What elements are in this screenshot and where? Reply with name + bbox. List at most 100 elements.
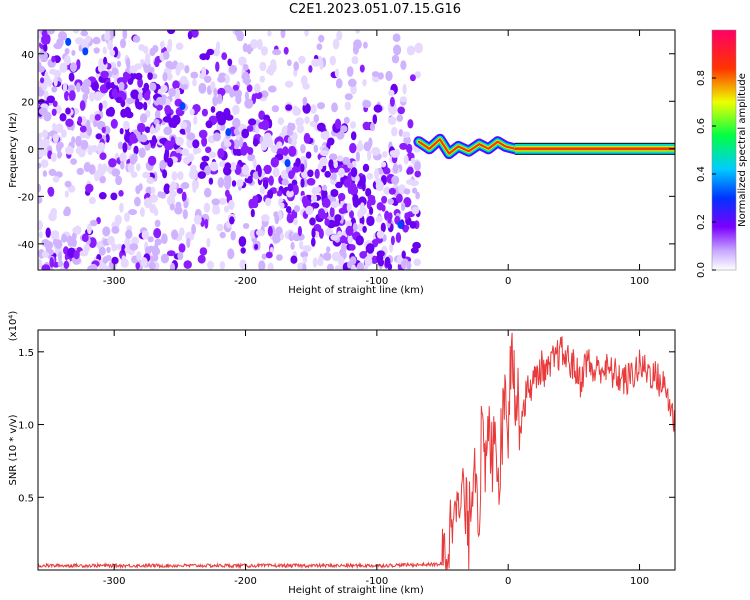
noise-speckle	[210, 106, 216, 113]
noise-speckle	[318, 34, 325, 43]
noise-speckle	[204, 187, 212, 198]
noise-speckle	[168, 87, 176, 97]
noise-speckle	[151, 247, 158, 257]
noise-speckle	[130, 89, 140, 100]
spectrogram-frame	[37, 29, 676, 271]
noise-speckle	[287, 183, 294, 192]
noise-speckle	[177, 171, 184, 181]
noise-speckle	[116, 243, 123, 251]
noise-speckle	[271, 105, 280, 113]
noise-speckle	[321, 197, 331, 209]
noise-speckle	[73, 250, 80, 260]
noise-speckle	[240, 263, 248, 270]
noise-speckle	[228, 199, 235, 210]
noise-speckle	[68, 72, 75, 82]
noise-speckle	[313, 144, 319, 153]
noise-speckle	[270, 157, 279, 168]
noise-speckle	[330, 189, 339, 197]
noise-speckle	[138, 183, 143, 191]
noise-speckle	[292, 107, 302, 116]
noise-speckle	[367, 149, 372, 161]
noise-speckle	[228, 64, 238, 74]
noise-speckle	[258, 121, 266, 130]
noise-speckle	[235, 94, 242, 105]
noise-speckle	[201, 66, 207, 78]
noise-speckle	[105, 108, 113, 117]
noise-speckle	[111, 256, 119, 265]
noise-speckle	[204, 165, 211, 176]
noise-speckle	[106, 246, 111, 254]
noise-speckle	[41, 251, 50, 258]
noise-speckle	[65, 107, 71, 115]
noise-speckle	[206, 237, 211, 248]
noise-speckle	[338, 207, 347, 214]
noise-speckle	[345, 225, 354, 236]
noise-speckle	[329, 55, 336, 66]
noise-speckle	[285, 104, 293, 111]
noise-speckle	[414, 71, 421, 79]
noise-speckle	[150, 186, 156, 194]
noise-speckle	[380, 222, 386, 233]
noise-speckle	[238, 236, 247, 247]
noise-speckle	[111, 67, 119, 76]
noise-speckle	[107, 40, 112, 50]
noise-speckle	[387, 198, 394, 205]
noise-speckle	[52, 122, 57, 131]
noise-speckle	[190, 30, 199, 38]
noise-speckle	[381, 204, 386, 212]
noise-speckle	[267, 30, 272, 37]
noise-speckle	[140, 257, 148, 268]
noise-speckle	[142, 171, 151, 179]
noise-speckle	[152, 45, 159, 53]
noise-speckle	[265, 251, 273, 259]
noise-speckle	[48, 168, 57, 177]
spectrogram-x-tick-label: -100	[366, 276, 389, 287]
noise-speckle	[387, 116, 397, 125]
noise-speckle	[288, 170, 295, 180]
spectrogram-y-tick-label: -40	[18, 240, 34, 251]
noise-speckle	[134, 72, 143, 80]
noise-speckle	[352, 222, 358, 232]
noise-speckle	[385, 70, 393, 82]
noise-speckle	[166, 72, 173, 81]
noise-speckle	[38, 30, 41, 41]
noise-speckle	[151, 137, 158, 145]
snr-x-tick-label: -300	[103, 576, 126, 587]
noise-speckle	[362, 100, 372, 109]
noise-speckle	[175, 148, 183, 155]
noise-speckle	[335, 78, 343, 89]
snr-x-tick-label: -200	[234, 576, 257, 587]
noise-speckle	[392, 33, 401, 42]
noise-speckle	[85, 183, 94, 193]
noise-speckle	[120, 160, 125, 170]
noise-speckle	[259, 61, 267, 72]
noise-speckle	[180, 121, 188, 129]
noise-speckle	[319, 59, 324, 70]
snr-x-tick-label: 0	[505, 576, 511, 587]
colorbar-gradient	[712, 30, 736, 270]
noise-hotspot	[225, 128, 232, 137]
noise-speckle	[148, 261, 156, 270]
noise-speckle	[169, 185, 174, 194]
tone-line-band	[514, 147, 675, 151]
spectrogram-tone-ridge	[413, 133, 675, 160]
snr-y-tick-label: 1.0	[18, 421, 34, 432]
noise-speckle	[305, 151, 312, 159]
noise-speckle	[299, 163, 305, 173]
noise-speckle	[331, 220, 340, 227]
noise-speckle	[328, 159, 334, 169]
noise-speckle	[116, 60, 122, 68]
noise-speckle	[409, 221, 417, 229]
noise-speckle	[413, 258, 422, 267]
noise-speckle	[252, 195, 259, 203]
noise-speckle	[38, 231, 43, 239]
noise-speckle	[71, 136, 76, 145]
noise-speckle	[308, 65, 313, 73]
noise-hotspot	[65, 37, 72, 46]
noise-speckle	[186, 120, 192, 130]
noise-speckle	[267, 189, 274, 199]
noise-speckle	[163, 126, 173, 136]
noise-speckle	[349, 210, 354, 219]
noise-speckle	[328, 153, 338, 161]
noise-speckle	[359, 202, 365, 212]
